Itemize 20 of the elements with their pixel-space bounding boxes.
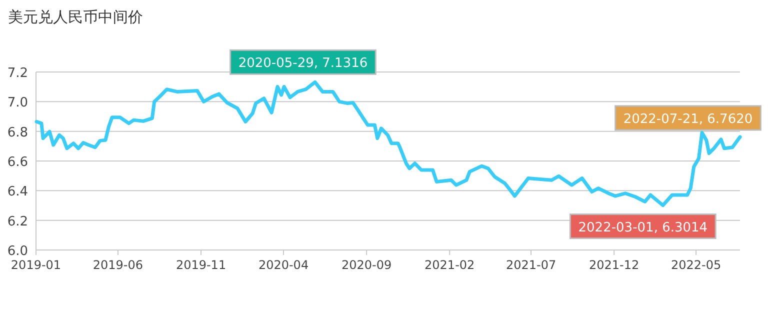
chart-title: 美元兑人民币中间价 (8, 8, 143, 26)
y-tick-label: 7.2 (7, 66, 28, 81)
annotation: 2020-05-29, 7.1316 (238, 56, 368, 72)
annotation: 2022-07-21, 6.7620 (623, 112, 753, 127)
y-tick-label: 6.8 (7, 125, 28, 140)
y-tick-label: 6.6 (7, 155, 28, 170)
x-tick-label: 2019-06 (92, 258, 144, 272)
x-tick-label: 2020-09 (341, 258, 392, 272)
x-tick-label: 2021-02 (424, 258, 475, 272)
y-tick-label: 6.0 (7, 244, 28, 259)
x-tick-label: 2019-01 (10, 258, 62, 272)
y-tick-label: 7.0 (7, 96, 28, 111)
x-tick-label: 2022-05 (670, 258, 722, 272)
x-tick-label: 2021-07 (506, 258, 556, 272)
x-tick-label: 2019-11 (176, 258, 226, 272)
x-tick-label: 2021-12 (589, 258, 640, 272)
x-tick-label: 2020-04 (258, 258, 309, 272)
y-tick-label: 6.4 (7, 184, 28, 200)
y-tick-label: 6.2 (7, 214, 28, 230)
annotation: 2022-03-01, 6.3014 (578, 220, 708, 236)
